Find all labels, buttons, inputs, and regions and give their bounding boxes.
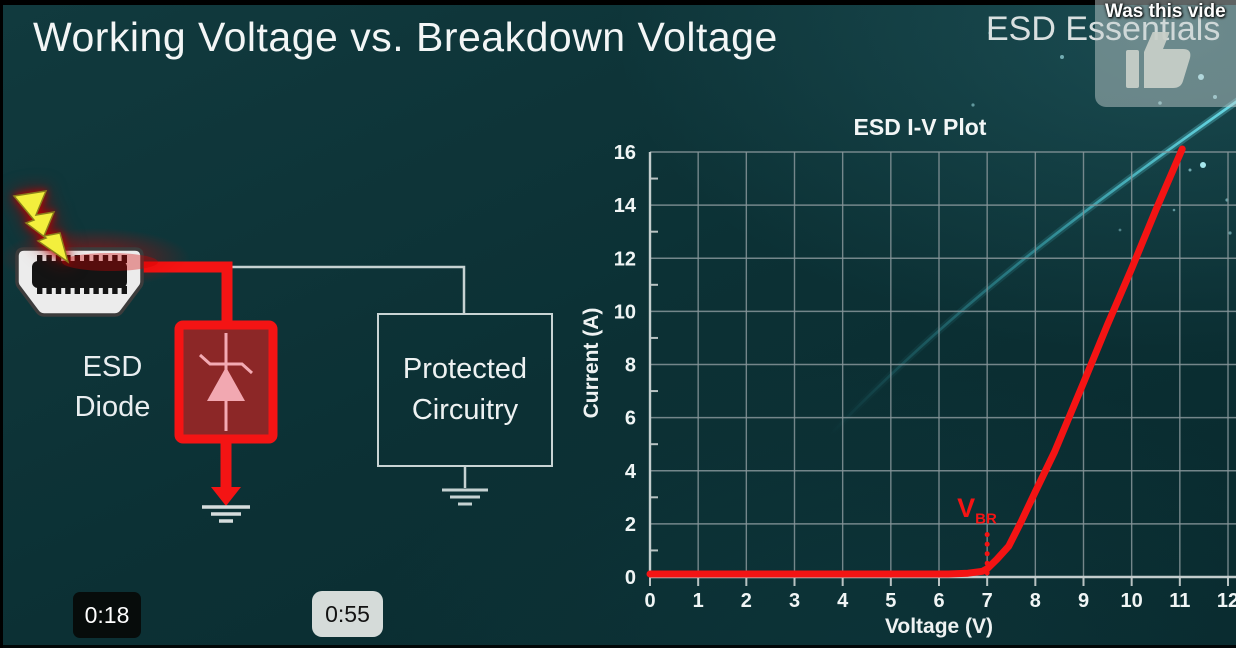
swoosh-curve-icon [827, 97, 1236, 438]
svg-text:8: 8 [625, 355, 636, 377]
letterbox-top [0, 0, 1236, 5]
zener-diode-symbol [198, 333, 254, 431]
protected-circuitry-label: Protected Circuitry [402, 353, 528, 426]
letterbox-left [0, 0, 3, 648]
svg-text:10: 10 [614, 301, 636, 323]
timestamp-text: 0:55 [325, 600, 370, 627]
svg-text:10: 10 [1121, 590, 1143, 612]
svg-text:8: 8 [1030, 590, 1041, 612]
svg-text:14: 14 [614, 195, 637, 217]
current-arrowhead [211, 487, 241, 506]
svg-text:2: 2 [741, 590, 752, 612]
ground-icon-protected [442, 488, 488, 506]
svg-text:5: 5 [885, 590, 896, 612]
svg-text:2: 2 [625, 514, 636, 536]
svg-text:7: 7 [982, 590, 993, 612]
brand-text: ESD Essentials [986, 10, 1221, 48]
esd-diode-label: ESD Diode [55, 347, 170, 427]
vbr-symbol: V [957, 492, 976, 523]
svg-text:1: 1 [693, 590, 704, 612]
svg-text:6: 6 [625, 408, 636, 430]
svg-text:0: 0 [625, 567, 636, 589]
svg-text:12: 12 [614, 248, 636, 270]
svg-text:9: 9 [1078, 590, 1089, 612]
esd-diode-box [174, 320, 278, 444]
timestamp-badge-dark: 0:18 [73, 592, 141, 638]
svg-text:6: 6 [933, 590, 944, 612]
thumbs-up-icon[interactable] [1125, 23, 1203, 99]
hdmi-connector-icon [15, 247, 158, 317]
page-title: Working Voltage vs. Breakdown Voltage [33, 14, 778, 60]
vbr-subscript: BR [975, 509, 997, 527]
esd-diode-label-line2: Diode [74, 391, 151, 424]
like-prompt-text: Was this vide [1105, 1, 1226, 22]
protected-circuitry-box: Protected Circuitry [377, 313, 553, 467]
x-axis-label: Voltage (V) [884, 615, 994, 638]
svg-text:16: 16 [614, 142, 636, 164]
signal-wire [232, 265, 466, 313]
svg-text:3: 3 [789, 590, 800, 612]
svg-text:4: 4 [625, 461, 637, 483]
y-axis-label: Current (A) [580, 307, 603, 419]
svg-text:4: 4 [837, 590, 849, 612]
svg-text:12: 12 [1217, 590, 1236, 612]
esd-diode-label-line1: ESD [82, 351, 143, 383]
lightning-bolt-icon [12, 190, 70, 264]
svg-text:0: 0 [644, 590, 655, 612]
ground-icon-esd [202, 505, 250, 523]
like-prompt-overlay[interactable]: Was this vide [1095, 0, 1236, 107]
timestamp-text: 0:18 [84, 601, 130, 628]
letterbox-bottom [0, 645, 1236, 648]
vbr-annotation: VBR [957, 492, 997, 527]
svg-text:11: 11 [1169, 590, 1190, 612]
timestamp-badge-light: 0:55 [312, 591, 383, 637]
chart-title: ESD I-V Plot [853, 114, 987, 140]
